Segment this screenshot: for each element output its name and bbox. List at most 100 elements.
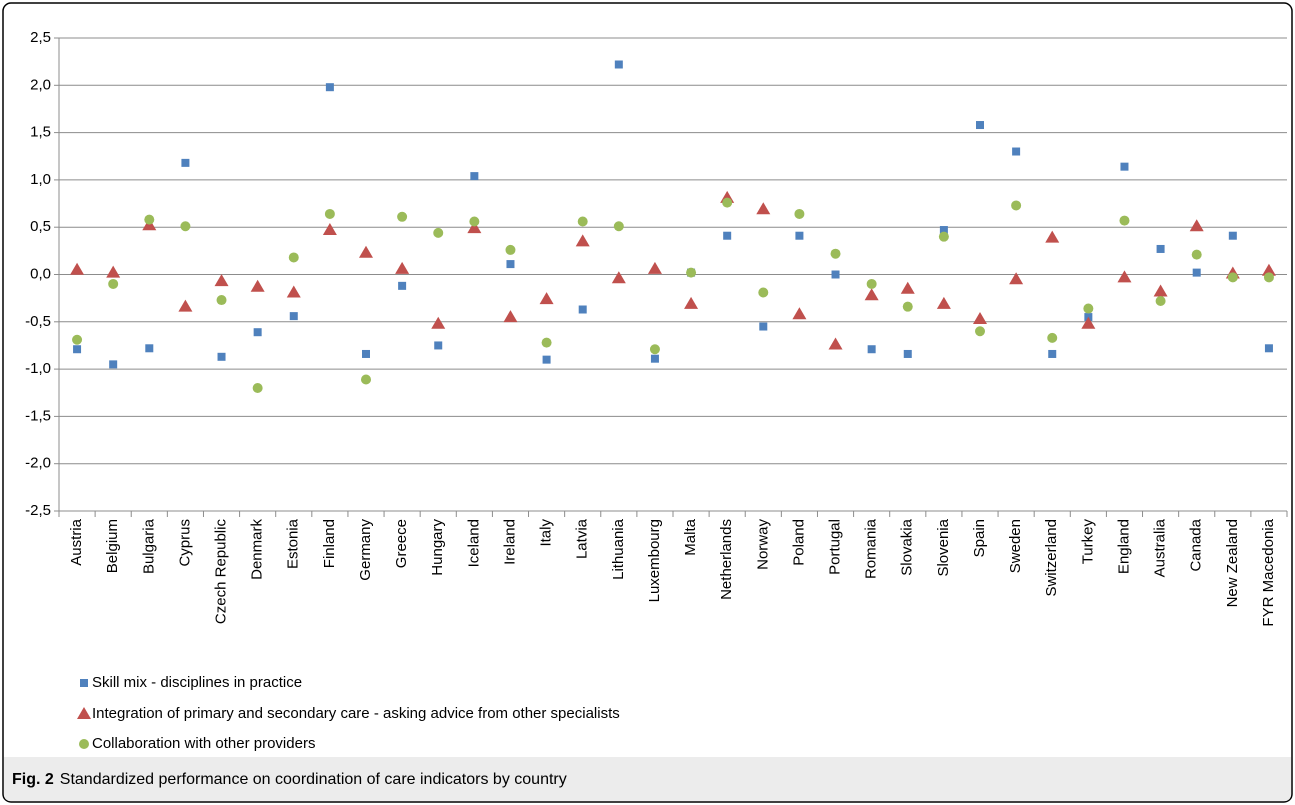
- point: [145, 344, 154, 353]
- point: [864, 288, 879, 301]
- x-tick-label: Poland: [790, 519, 807, 566]
- caption: Fig. 2 Standardized performance on coordi…: [12, 771, 567, 788]
- point: [214, 274, 229, 287]
- x-tick-label: Bulgaria: [140, 518, 157, 574]
- point: [431, 316, 446, 329]
- point: [613, 221, 624, 232]
- point: [684, 296, 699, 309]
- point: [434, 341, 443, 350]
- point: [1261, 263, 1276, 276]
- x-tick-label: Australia: [1152, 518, 1169, 577]
- point: [106, 265, 121, 278]
- point: [1153, 284, 1168, 297]
- point: [903, 349, 912, 358]
- point: [649, 344, 660, 355]
- point: [542, 355, 551, 364]
- y-tick-label: 2,5: [30, 29, 51, 46]
- x-tick-label: Lithuania: [610, 518, 627, 580]
- point: [1083, 303, 1094, 314]
- point: [503, 310, 518, 323]
- point: [1048, 349, 1057, 358]
- x-tick-label: Norway: [754, 519, 771, 570]
- legend-label: Skill mix - disciplines in practice: [92, 674, 302, 691]
- point: [181, 158, 190, 167]
- y-tick-label: 2,0: [30, 76, 51, 93]
- point: [217, 352, 226, 361]
- point: [216, 295, 227, 306]
- legend-marker: [79, 739, 89, 749]
- x-tick-label: Netherlands: [718, 519, 735, 600]
- point: [973, 311, 987, 324]
- point: [1228, 231, 1237, 240]
- x-tick-label: FYR Macedonia: [1260, 518, 1277, 626]
- x-tick-label: Luxembourg: [646, 519, 663, 602]
- x-tick-label: Canada: [1188, 518, 1205, 571]
- point: [939, 226, 948, 235]
- point: [178, 299, 193, 312]
- point: [1011, 200, 1022, 211]
- point: [505, 244, 516, 255]
- y-tick-label: 0,0: [30, 265, 51, 282]
- x-tick-label: Denmark: [249, 519, 266, 580]
- point: [795, 231, 804, 240]
- point: [322, 223, 337, 236]
- point: [398, 281, 407, 290]
- point: [936, 296, 951, 309]
- point: [902, 301, 913, 312]
- point: [578, 305, 587, 314]
- x-tick-label: Switzerland: [1043, 519, 1060, 597]
- point: [976, 121, 984, 130]
- x-tick-label: Belgium: [104, 519, 121, 573]
- point: [539, 292, 554, 305]
- point: [1047, 332, 1058, 343]
- point: [866, 278, 877, 289]
- point: [759, 322, 768, 331]
- x-tick-label: Cyprus: [176, 519, 193, 567]
- caption-label: Fig. 2: [12, 771, 54, 788]
- x-tick-label: Finland: [321, 519, 338, 568]
- point: [686, 267, 697, 278]
- legend-label: Integration of primary and secondary car…: [92, 705, 620, 722]
- point: [1119, 215, 1130, 226]
- point: [792, 307, 807, 320]
- point: [1191, 249, 1202, 260]
- point: [611, 271, 626, 284]
- point: [470, 172, 479, 181]
- y-tick-label: -2,5: [25, 502, 51, 519]
- y-tick-label: -0,5: [25, 313, 51, 330]
- x-tick-label: Hungary: [429, 519, 446, 576]
- point: [722, 197, 733, 208]
- point: [650, 354, 659, 363]
- x-tick-label: Ireland: [501, 519, 518, 565]
- point: [1189, 219, 1204, 232]
- x-tick-label: Iceland: [465, 519, 482, 567]
- point: [1045, 230, 1060, 243]
- caption-bg: [4, 757, 1291, 801]
- point: [73, 345, 82, 354]
- point: [469, 216, 480, 227]
- point: [756, 202, 771, 215]
- y-tick-label: 0,5: [30, 218, 51, 235]
- y-tick-label: -1,5: [25, 407, 51, 424]
- x-tick-label: Estonia: [285, 518, 302, 569]
- legend-marker: [80, 679, 88, 687]
- point: [577, 216, 588, 227]
- x-tick-label: England: [1115, 519, 1132, 574]
- x-tick-label: New Zealand: [1224, 519, 1241, 607]
- point: [359, 245, 373, 258]
- y-tick-label: -1,0: [25, 360, 51, 377]
- point: [1012, 147, 1021, 156]
- point: [180, 221, 191, 232]
- point: [108, 278, 119, 289]
- point: [70, 262, 85, 275]
- point: [324, 208, 335, 219]
- point: [1117, 270, 1132, 283]
- point: [575, 234, 590, 247]
- point: [1120, 162, 1129, 171]
- x-tick-label: Greece: [393, 519, 410, 568]
- point: [938, 231, 949, 242]
- point: [614, 60, 623, 69]
- point: [1192, 268, 1201, 277]
